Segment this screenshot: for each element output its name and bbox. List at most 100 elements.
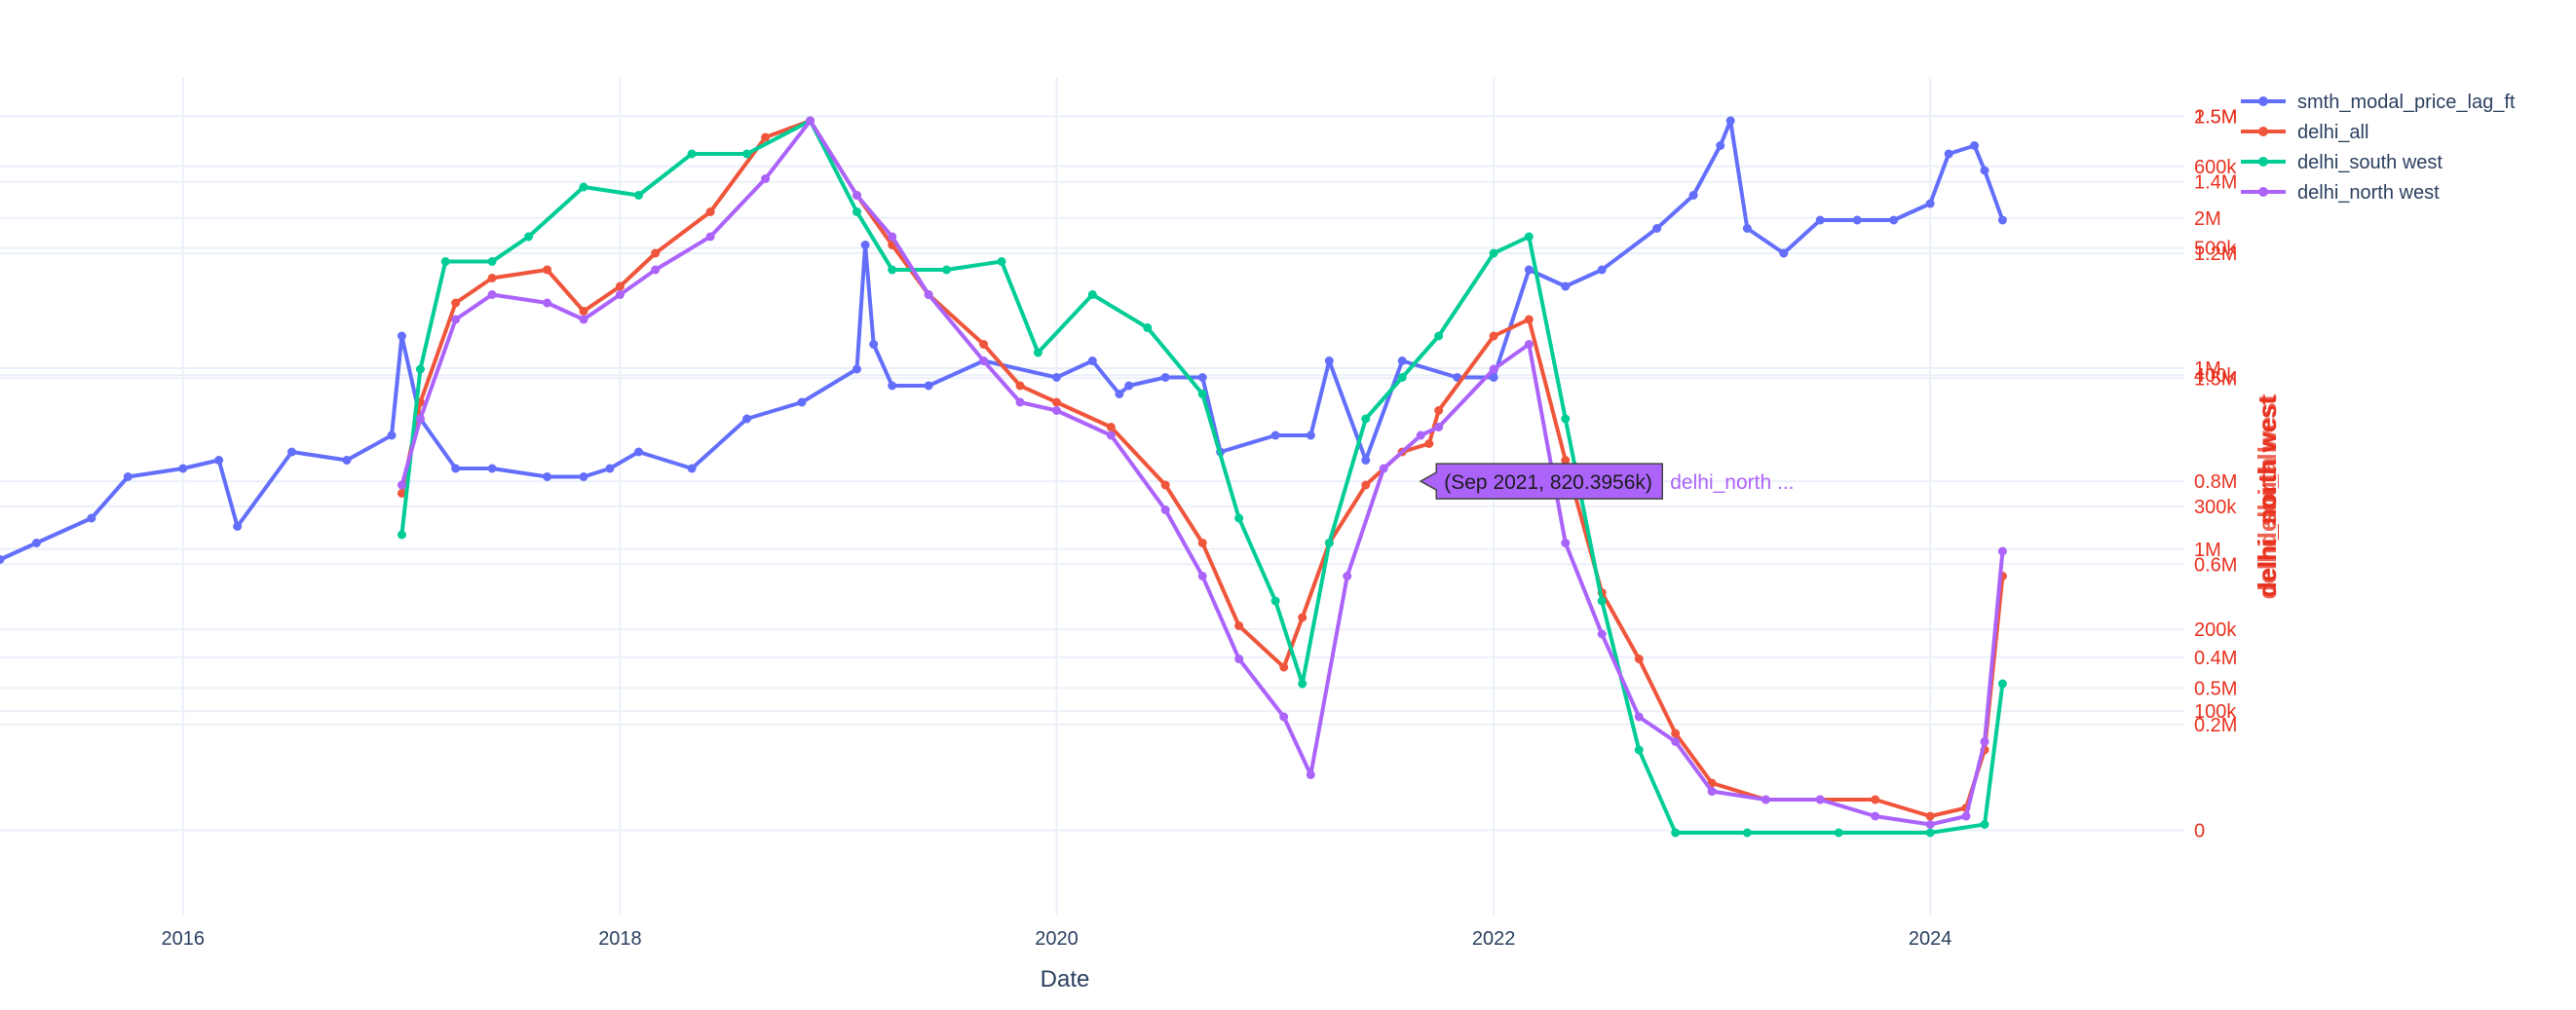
- data-point[interactable]: [888, 232, 897, 242]
- data-point[interactable]: [705, 207, 715, 216]
- data-point[interactable]: [1716, 141, 1725, 150]
- data-point[interactable]: [178, 464, 188, 473]
- data-point[interactable]: [1725, 116, 1735, 126]
- data-point[interactable]: [1298, 613, 1307, 622]
- legend-item[interactable]: delhi_south west: [2241, 152, 2443, 173]
- data-point[interactable]: [543, 265, 552, 275]
- data-point[interactable]: [1997, 546, 2007, 556]
- data-point[interactable]: [924, 290, 933, 299]
- data-point[interactable]: [397, 480, 406, 490]
- data-point[interactable]: [1279, 712, 1289, 722]
- data-point[interactable]: [1652, 224, 1662, 233]
- data-point[interactable]: [451, 315, 461, 324]
- data-point[interactable]: [1597, 265, 1607, 275]
- data-point[interactable]: [869, 340, 879, 349]
- data-point[interactable]: [924, 381, 933, 391]
- data-point[interactable]: [1688, 191, 1698, 200]
- data-point[interactable]: [342, 456, 352, 465]
- data-point[interactable]: [1634, 712, 1644, 722]
- data-point[interactable]: [1970, 141, 1980, 150]
- data-point[interactable]: [1434, 331, 1444, 341]
- data-point[interactable]: [487, 274, 497, 282]
- data-point[interactable]: [1815, 795, 1825, 804]
- data-point[interactable]: [1051, 406, 1061, 415]
- data-point[interactable]: [761, 174, 771, 183]
- data-point[interactable]: [615, 290, 625, 299]
- data-point[interactable]: [1524, 315, 1534, 324]
- data-point[interactable]: [1124, 381, 1134, 391]
- data-point[interactable]: [451, 298, 461, 308]
- data-point[interactable]: [1779, 248, 1789, 258]
- data-point[interactable]: [1597, 596, 1607, 606]
- data-point[interactable]: [0, 555, 5, 564]
- data-point[interactable]: [888, 381, 897, 391]
- data-point[interactable]: [543, 472, 552, 481]
- data-point[interactable]: [397, 331, 406, 341]
- data-point[interactable]: [1197, 390, 1207, 398]
- data-point[interactable]: [1051, 373, 1061, 382]
- data-point[interactable]: [979, 356, 989, 365]
- data-point[interactable]: [1925, 811, 1935, 821]
- data-point[interactable]: [1925, 820, 1935, 829]
- data-point[interactable]: [1524, 340, 1534, 349]
- data-point[interactable]: [1270, 430, 1280, 440]
- data-point[interactable]: [1015, 397, 1025, 407]
- data-point[interactable]: [415, 364, 425, 374]
- data-point[interactable]: [1925, 828, 1935, 838]
- data-point[interactable]: [87, 513, 96, 523]
- data-point[interactable]: [1270, 596, 1280, 606]
- data-point[interactable]: [1434, 406, 1444, 415]
- legend-item[interactable]: delhi_north west: [2241, 182, 2440, 204]
- data-point[interactable]: [543, 298, 552, 308]
- data-point[interactable]: [860, 241, 870, 249]
- data-point[interactable]: [1944, 149, 1953, 159]
- data-point[interactable]: [1298, 679, 1307, 689]
- data-point[interactable]: [1761, 795, 1770, 804]
- data-point[interactable]: [1106, 430, 1116, 440]
- data-point[interactable]: [31, 539, 41, 547]
- data-point[interactable]: [1361, 414, 1371, 424]
- legend-item[interactable]: smth_modal_price_lag_ft: [2241, 92, 2516, 113]
- data-point[interactable]: [1742, 224, 1752, 233]
- data-point[interactable]: [1980, 737, 1989, 746]
- data-point[interactable]: [651, 248, 661, 258]
- data-point[interactable]: [1997, 679, 2007, 689]
- data-point[interactable]: [1561, 539, 1571, 547]
- data-point[interactable]: [1306, 430, 1315, 440]
- data-point[interactable]: [1324, 356, 1334, 365]
- data-point[interactable]: [852, 364, 861, 374]
- data-point[interactable]: [1234, 655, 1244, 663]
- data-point[interactable]: [415, 414, 425, 424]
- data-point[interactable]: [1160, 480, 1170, 490]
- legend-item[interactable]: delhi_all: [2241, 122, 2368, 143]
- data-point[interactable]: [1671, 729, 1681, 738]
- data-point[interactable]: [1524, 232, 1534, 242]
- data-point[interactable]: [1160, 373, 1170, 382]
- data-point[interactable]: [1087, 356, 1097, 365]
- data-point[interactable]: [1980, 820, 1989, 829]
- data-point[interactable]: [1197, 539, 1207, 547]
- data-point[interactable]: [1051, 397, 1061, 407]
- data-point[interactable]: [1889, 215, 1899, 225]
- data-point[interactable]: [651, 265, 661, 275]
- data-point[interactable]: [1707, 787, 1717, 796]
- data-point[interactable]: [579, 472, 588, 481]
- data-point[interactable]: [1397, 356, 1407, 365]
- data-point[interactable]: [1434, 423, 1444, 431]
- data-point[interactable]: [451, 464, 461, 473]
- data-point[interactable]: [397, 489, 406, 498]
- data-point[interactable]: [1815, 215, 1825, 225]
- data-point[interactable]: [1416, 430, 1425, 440]
- data-point[interactable]: [1634, 745, 1644, 755]
- data-point[interactable]: [1871, 795, 1880, 804]
- data-point[interactable]: [687, 149, 697, 159]
- data-point[interactable]: [1397, 373, 1407, 382]
- data-point[interactable]: [1343, 572, 1352, 580]
- data-point[interactable]: [387, 430, 397, 440]
- data-point[interactable]: [633, 191, 643, 200]
- data-point[interactable]: [1597, 629, 1607, 639]
- data-point[interactable]: [1115, 390, 1124, 398]
- data-point[interactable]: [942, 265, 952, 275]
- data-point[interactable]: [633, 447, 643, 457]
- data-point[interactable]: [1871, 811, 1880, 821]
